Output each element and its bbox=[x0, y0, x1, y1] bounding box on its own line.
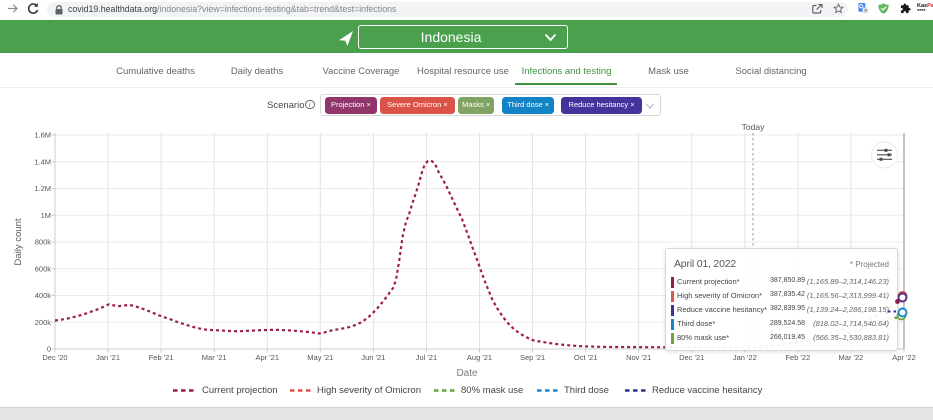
svg-text:600k: 600k bbox=[35, 264, 52, 273]
svg-text:Feb '22: Feb '22 bbox=[785, 353, 810, 362]
svg-text:400k: 400k bbox=[35, 291, 52, 300]
svg-text:Mar '22: Mar '22 bbox=[839, 353, 864, 362]
svg-text:Nov '21: Nov '21 bbox=[626, 353, 651, 362]
svg-text:Sep '21: Sep '21 bbox=[520, 353, 545, 362]
svg-text:Today: Today bbox=[742, 122, 765, 132]
svg-text:Mar '21: Mar '21 bbox=[202, 353, 227, 362]
svg-text:Apr '22: Apr '22 bbox=[892, 353, 916, 362]
svg-text:Apr '21: Apr '21 bbox=[255, 353, 279, 362]
svg-text:800k: 800k bbox=[35, 238, 52, 247]
svg-text:1.2M: 1.2M bbox=[34, 184, 51, 193]
svg-text:Jan '22: Jan '22 bbox=[733, 353, 757, 362]
svg-text:Dec '21: Dec '21 bbox=[679, 353, 704, 362]
svg-text:Jun '21: Jun '21 bbox=[361, 353, 385, 362]
svg-text:0: 0 bbox=[47, 345, 51, 354]
svg-text:Jan '21: Jan '21 bbox=[96, 353, 120, 362]
svg-text:200k: 200k bbox=[35, 318, 52, 327]
svg-text:Dec '20: Dec '20 bbox=[42, 353, 67, 362]
svg-text:1.6M: 1.6M bbox=[34, 131, 51, 140]
svg-text:Oct '21: Oct '21 bbox=[574, 353, 598, 362]
svg-text:Date: Date bbox=[456, 368, 478, 379]
svg-text:Aug '21: Aug '21 bbox=[467, 353, 492, 362]
svg-text:Feb '21: Feb '21 bbox=[149, 353, 174, 362]
svg-text:1.4M: 1.4M bbox=[34, 157, 51, 166]
svg-text:Jul '21: Jul '21 bbox=[416, 353, 437, 362]
svg-text:May '21: May '21 bbox=[307, 353, 333, 362]
svg-text:Daily count: Daily count bbox=[13, 218, 24, 265]
svg-text:1M: 1M bbox=[41, 211, 51, 220]
